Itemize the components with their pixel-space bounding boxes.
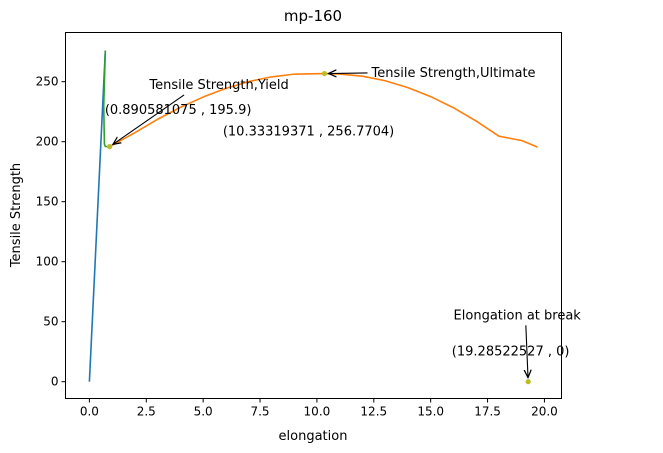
annotation-label-6: (19.28522527 , 0) (452, 344, 570, 359)
x-tick-label: 0.0 (80, 405, 99, 419)
series-line-1 (88, 50, 107, 382)
x-tick-label: 10.0 (304, 405, 331, 419)
data-point-2 (321, 70, 328, 77)
annotation-label-3: Tensile Strength,Ultimate (371, 66, 536, 81)
chart-title: mp-160 (284, 7, 342, 25)
data-point-1 (107, 144, 113, 150)
annotation-arrow-1 (113, 94, 185, 144)
x-tick-label: 7.5 (250, 405, 269, 419)
annotation-label-2: (0.890581075 , 195.9) (105, 103, 252, 118)
annotation-label-4: (10.33319371 , 256.7704) (223, 125, 394, 140)
plot-area (65, 32, 562, 399)
annotation-label-5: Elongation at break (454, 308, 582, 323)
x-axis-label: elongation (279, 429, 348, 444)
annotation-label-1: Tensile Strength,Yield (148, 78, 288, 93)
annotation-arrow-5 (526, 325, 528, 377)
y-tick-label: 100 (36, 255, 59, 269)
y-tick-label: 50 (43, 315, 58, 329)
x-tick-label: 2.5 (137, 405, 156, 419)
x-tick-label: 5.0 (194, 405, 213, 419)
series-line-2 (102, 50, 110, 148)
annotation-arrow-3 (328, 73, 368, 74)
y-axis-ticks: 0 50 100 150 200 250 (36, 75, 66, 389)
data-point-3 (525, 379, 531, 385)
y-axis-label: Tensile Strength (9, 163, 24, 268)
x-tick-label: 12.5 (360, 405, 387, 419)
annotation-layer: Tensile Strength,Yield (0.890581075 , 195… (105, 66, 581, 378)
x-tick-label: 17.5 (474, 405, 501, 419)
y-tick-label: 200 (36, 135, 59, 149)
x-tick-label: 20.0 (531, 405, 558, 419)
x-axis-ticks: 0.0 2.5 5.0 7.5 10.0 12.5 15.0 17.5 20.0 (80, 398, 558, 419)
points-layer (107, 70, 531, 385)
y-tick-label: 250 (36, 75, 59, 89)
y-tick-label: 0 (51, 375, 59, 389)
y-tick-label: 150 (36, 195, 59, 209)
series-layer (88, 50, 538, 382)
x-tick-label: 15.0 (417, 405, 444, 419)
